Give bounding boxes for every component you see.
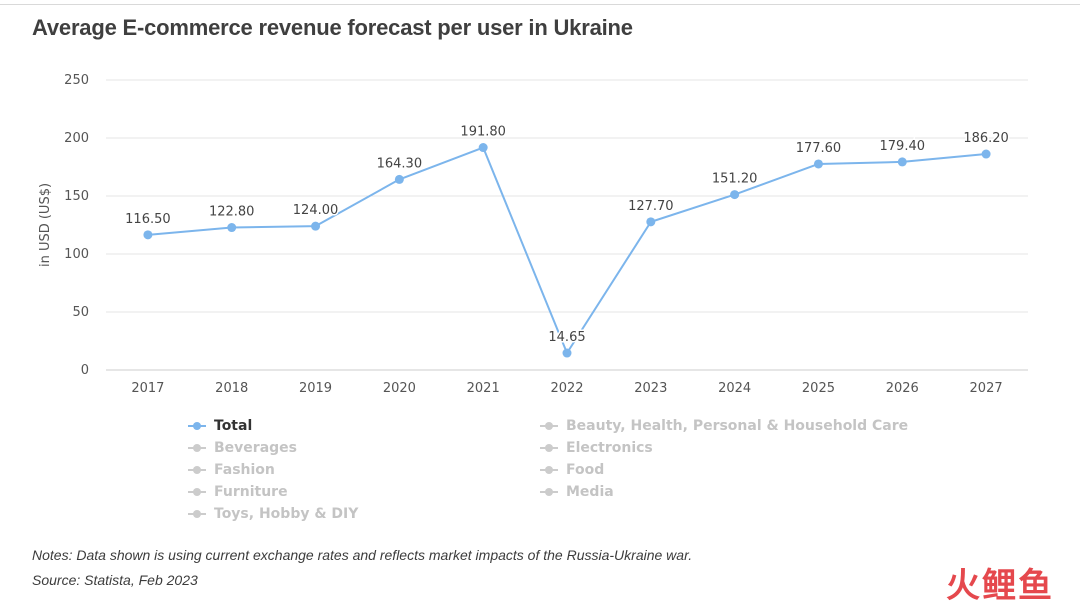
legend-marker-icon (540, 465, 558, 475)
data-point[interactable] (143, 230, 153, 240)
legend-marker-icon (540, 421, 558, 431)
legend-marker-icon (188, 487, 206, 497)
legend-marker-icon (188, 509, 206, 519)
data-point[interactable] (981, 149, 991, 159)
legend-label: Food (566, 462, 605, 478)
data-label: 151.20 (712, 172, 758, 187)
data-label: 127.70 (628, 199, 674, 214)
data-labels: 116.50 122.80 124.00 164.30 191.80 14.65 127.7… (124, 123, 1011, 346)
data-point[interactable] (478, 143, 488, 153)
data-point[interactable] (646, 217, 656, 227)
legend-label: Toys, Hobby & DIY (214, 506, 359, 522)
grid-lines (106, 79, 1028, 371)
series-line (147, 146, 987, 355)
legend-marker-icon (188, 421, 206, 431)
legend-label: Electronics (566, 440, 653, 456)
x-tick-label: 2023 (634, 381, 667, 396)
data-label: 124.00 (293, 203, 339, 218)
data-point[interactable] (394, 174, 404, 184)
watermark-logo: 火鲤鱼 (946, 566, 1054, 606)
y-axis-ticks: 0 50 100 150 200 250 (64, 73, 89, 378)
legend-item-media[interactable]: Media (540, 484, 614, 500)
data-label: 186.20 (963, 131, 1009, 146)
legend-label: Media (566, 484, 614, 500)
data-point[interactable] (897, 157, 907, 167)
x-tick-label: 2022 (550, 381, 583, 396)
legend-label: Total (214, 418, 253, 434)
chart-title: Average E-commerce revenue forecast per … (32, 15, 633, 40)
data-label: 122.80 (209, 205, 255, 220)
x-tick-label: 2027 (970, 381, 1003, 396)
data-point[interactable] (730, 190, 740, 200)
x-tick-label: 2018 (215, 381, 248, 396)
x-tick-label: 2019 (299, 381, 332, 396)
legend-item-fashion[interactable]: Fashion (188, 462, 275, 478)
legend-item-electronics[interactable]: Electronics (540, 440, 653, 456)
data-label: 191.80 (460, 125, 506, 140)
source-text: Source: Statista, Feb 2023 (32, 572, 198, 588)
notes-text: Notes: Data shown is using current excha… (32, 547, 693, 563)
legend-label: Furniture (214, 484, 288, 500)
line-chart: 0 50 100 150 200 250 2017 2018 2019 2020 2021 2022… (38, 73, 1028, 396)
data-point[interactable] (562, 348, 572, 358)
legend-marker-icon (540, 487, 558, 497)
legend-item-furniture[interactable]: Furniture (188, 484, 288, 500)
legend-label: Fashion (214, 462, 275, 478)
y-tick-label: 250 (64, 73, 89, 88)
data-point[interactable] (227, 223, 237, 233)
data-point[interactable] (311, 221, 321, 231)
y-axis-label: in USD (US$) (38, 183, 53, 267)
x-tick-label: 2025 (802, 381, 835, 396)
x-tick-label: 2024 (718, 381, 751, 396)
data-label: 116.50 (125, 212, 171, 227)
legend-item-total[interactable]: Total (188, 418, 252, 434)
data-label: 177.60 (796, 141, 842, 156)
legend-item-toys-hobby-diy[interactable]: Toys, Hobby & DIY (188, 506, 358, 522)
top-divider (0, 4, 1080, 5)
x-tick-label: 2017 (131, 381, 164, 396)
legend-item-beverages[interactable]: Beverages (188, 440, 297, 456)
data-label: 14.65 (548, 330, 585, 345)
legend-marker-icon (540, 443, 558, 453)
legend-label: Beauty, Health, Personal & Household Car… (566, 418, 909, 434)
legend-label: Beverages (214, 440, 297, 456)
data-label: 179.40 (880, 139, 926, 154)
series-total (143, 143, 991, 358)
y-tick-label: 50 (72, 305, 89, 320)
y-tick-label: 100 (64, 247, 89, 262)
y-tick-label: 0 (81, 363, 89, 378)
y-tick-label: 150 (64, 189, 89, 204)
x-tick-label: 2021 (467, 381, 500, 396)
data-point[interactable] (813, 159, 823, 169)
legend-item-beauty-health-personal-household-care[interactable]: Beauty, Health, Personal & Household Car… (540, 418, 908, 434)
data-label: 164.30 (377, 156, 423, 171)
legend-item-food[interactable]: Food (540, 462, 604, 478)
y-tick-label: 200 (64, 131, 89, 146)
x-axis-ticks: 2017 2018 2019 2020 2021 2022 2023 2024 2025 2026… (131, 381, 1002, 396)
legend-marker-icon (188, 465, 206, 475)
x-tick-label: 2026 (886, 381, 919, 396)
x-tick-label: 2020 (383, 381, 416, 396)
legend-marker-icon (188, 443, 206, 453)
legend: Total Beverages Fashion Furniture Toys, Hobb… (188, 418, 908, 528)
